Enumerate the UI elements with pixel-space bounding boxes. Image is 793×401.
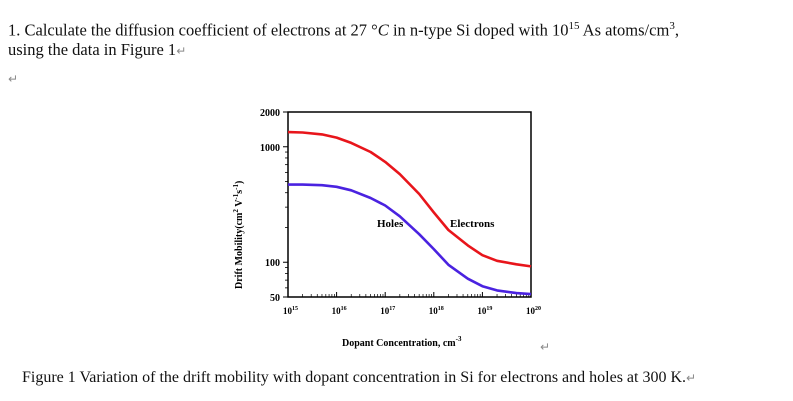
mobility-chart: 2000 1000 100 50 1015 1016 1017 1018 1019 1020 H… [232, 108, 541, 349]
return-mark-icon: ↵ [686, 371, 697, 385]
return-mark-icon: ↵ [8, 72, 19, 86]
x-tick-label: 1019 [477, 306, 492, 316]
series-line-holes [288, 183, 532, 296]
question-text-a: 1. Calculate the diffusion coefficient o… [8, 20, 378, 40]
x-tick-group: 1015 1016 1017 1018 1019 1020 [283, 292, 541, 316]
y-tick-label: 50 [270, 293, 280, 304]
question-line-1: 1. Calculate the diffusion coefficient o… [8, 15, 679, 42]
x-tick-label: 1016 [332, 306, 347, 316]
figure-caption: Figure 1 Variation of the drift mobility… [22, 369, 696, 387]
caption-text: Figure 1 Variation of the drift mobility… [22, 369, 687, 386]
y-tick-label: 100 [265, 258, 280, 269]
y-tick-label: 1000 [260, 143, 280, 154]
question-text-b: in n-type Si doped with 10 [388, 20, 569, 40]
y-tick-group: 2000 1000 100 50 [260, 108, 288, 304]
label-electrons: Electrons [450, 218, 495, 230]
cm-exponent: 3 [669, 20, 675, 32]
temp-unit: C [377, 20, 389, 40]
x-tick-label: 1020 [526, 306, 541, 316]
x-tick-label: 1017 [380, 306, 395, 316]
x-tick-label: 1015 [283, 306, 298, 316]
x-tick-label: 1018 [429, 306, 444, 316]
doping-exponent: 15 [568, 20, 580, 32]
question-text-c: As atoms/cm [579, 20, 670, 40]
question-text-line2: using the data in Figure 1 [8, 40, 177, 59]
series-group [287, 130, 532, 296]
return-mark-icon: ↵ [540, 340, 551, 354]
series-line-electrons [287, 130, 532, 268]
y-axis-label: Drift Mobility(cm2 V-1s-1) [232, 181, 245, 289]
y-tick-label: 2000 [260, 108, 280, 119]
question-comma: , [674, 20, 679, 40]
return-mark-icon: ↵ [176, 44, 187, 58]
plot-frame [287, 111, 532, 298]
x-axis-label: Dopant Concentration, cm-3 [342, 335, 462, 349]
question-line-2: using the data in Figure 1↵ [8, 39, 186, 62]
label-holes: Holes [377, 218, 404, 230]
